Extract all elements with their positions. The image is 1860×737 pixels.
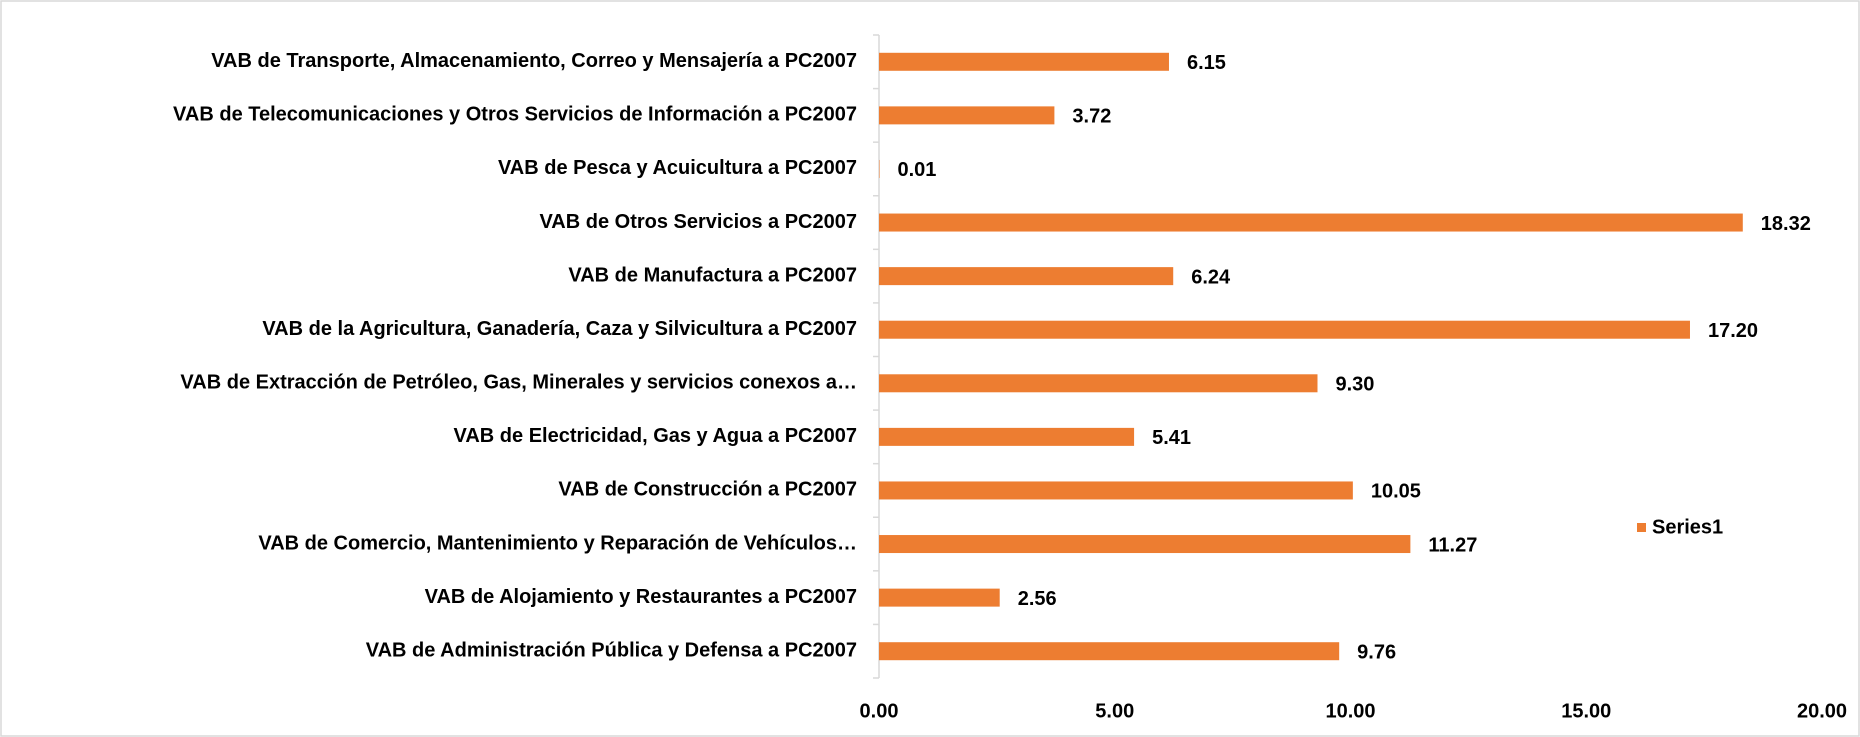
data-label: 6.15 <box>1187 52 1226 74</box>
bar <box>879 427 1135 446</box>
legend-label: Series1 <box>1652 516 1723 538</box>
bar <box>879 52 1169 71</box>
data-label: 10.05 <box>1371 481 1421 503</box>
bar <box>879 320 1690 339</box>
bar <box>879 374 1318 393</box>
y-tick-label: VAB de Telecomunicaciones y Otros Servic… <box>173 104 857 126</box>
bar <box>879 481 1353 500</box>
y-tick-label: VAB de Extracción de Petróleo, Gas, Mine… <box>180 372 857 394</box>
y-tick-label: VAB de la Agricultura, Ganadería, Caza y… <box>262 318 857 340</box>
y-tick-label: VAB de Construcción a PC2007 <box>558 479 857 501</box>
x-tick-label: 20.00 <box>1797 700 1847 722</box>
y-tick-label: VAB de Pesca y Acuicultura a PC2007 <box>498 157 857 179</box>
data-label: 6.24 <box>1191 266 1231 288</box>
y-tick-label: VAB de Transporte, Almacenamiento, Corre… <box>211 50 857 72</box>
data-label: 11.27 <box>1428 534 1477 556</box>
x-tick-label: 5.00 <box>1095 700 1134 722</box>
y-tick-label: VAB de Manufactura a PC2007 <box>568 264 857 286</box>
y-tick-label: VAB de Otros Servicios a PC2007 <box>539 211 857 233</box>
data-label: 0.01 <box>897 159 936 181</box>
x-tick-label: 0.00 <box>860 700 899 722</box>
y-tick-label: VAB de Alojamiento y Restaurantes a PC20… <box>425 586 857 608</box>
data-label: 5.41 <box>1152 427 1191 449</box>
legend-swatch <box>1637 523 1646 532</box>
bar <box>879 588 1000 607</box>
x-tick-label: 15.00 <box>1561 700 1611 722</box>
bar <box>879 535 1411 554</box>
bar <box>879 106 1055 125</box>
data-label: 9.30 <box>1335 374 1374 396</box>
y-tick-label: VAB de Administración Pública y Defensa … <box>366 639 857 661</box>
y-tick-label: VAB de Comercio, Mantenimiento y Reparac… <box>258 532 857 554</box>
bar <box>879 642 1340 661</box>
bar <box>879 213 1743 232</box>
y-tick-label: VAB de Electricidad, Gas y Agua a PC2007 <box>454 425 858 447</box>
data-label: 17.20 <box>1708 320 1758 342</box>
data-label: 2.56 <box>1018 588 1057 610</box>
x-tick-label: 10.00 <box>1325 700 1375 722</box>
data-label: 9.76 <box>1357 641 1396 663</box>
data-label: 3.72 <box>1072 106 1111 128</box>
bar <box>879 267 1174 286</box>
data-label: 18.32 <box>1761 213 1811 235</box>
